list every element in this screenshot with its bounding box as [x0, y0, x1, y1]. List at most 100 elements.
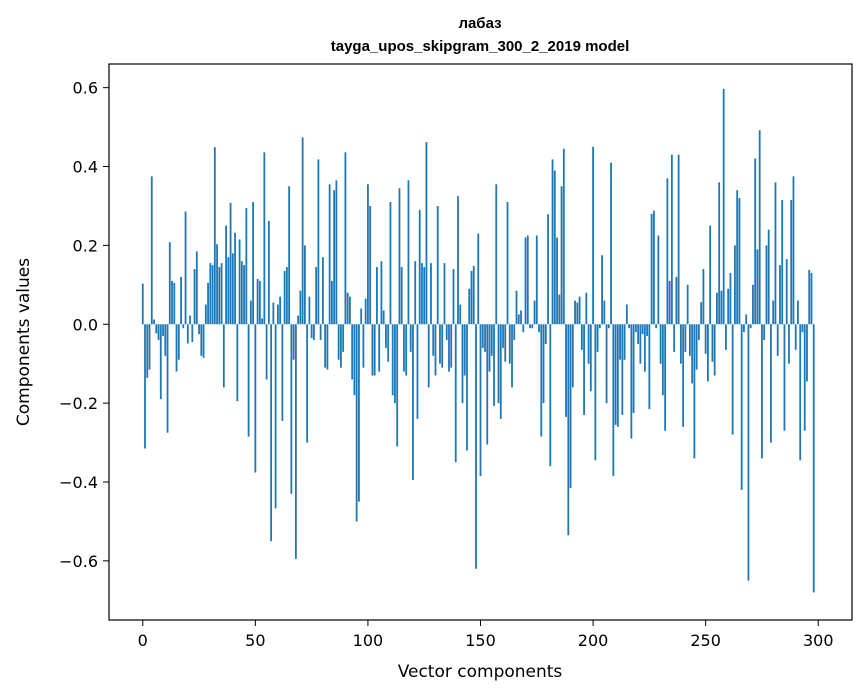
bar [209, 263, 212, 325]
bar [567, 324, 570, 536]
bar [531, 324, 534, 329]
bar [346, 292, 349, 325]
bar [529, 324, 531, 329]
bar [497, 324, 500, 404]
bar [707, 324, 709, 382]
bar [439, 324, 441, 364]
bar [592, 146, 594, 325]
bar [407, 180, 410, 325]
bar [364, 298, 367, 325]
bar [218, 267, 221, 325]
bar [774, 182, 777, 325]
bar [643, 324, 646, 372]
bar [810, 272, 813, 325]
bar [297, 315, 300, 325]
bar [756, 249, 759, 325]
bar [321, 257, 324, 325]
bar [688, 324, 691, 356]
bar [538, 324, 540, 333]
y-tick-label: −0.2 [59, 394, 98, 413]
bar [153, 319, 155, 325]
bar [549, 324, 552, 467]
bar [430, 263, 432, 325]
bar [675, 276, 678, 325]
bar [551, 159, 554, 325]
bar [607, 324, 610, 329]
bar [578, 296, 581, 325]
bar [380, 261, 383, 325]
bar [799, 324, 802, 461]
bar [526, 235, 529, 325]
bar [801, 324, 804, 333]
bar [389, 202, 392, 325]
bar [351, 324, 354, 380]
bar [371, 324, 374, 376]
bar [225, 225, 227, 325]
chart-title-line1: лабаз [458, 15, 501, 32]
bar [164, 324, 167, 356]
bar [634, 324, 637, 333]
bar [641, 324, 644, 335]
bar [385, 324, 387, 348]
bar [367, 184, 369, 325]
bar [718, 182, 721, 325]
bar [168, 242, 171, 325]
bar [387, 324, 390, 362]
bar [155, 324, 158, 334]
bar [306, 324, 309, 443]
bar [704, 324, 707, 354]
bar [195, 251, 198, 325]
bar [783, 324, 786, 431]
bar [202, 324, 205, 358]
bar [475, 324, 477, 569]
bar [362, 324, 365, 368]
bar [630, 324, 633, 439]
bar [727, 288, 730, 325]
bar [668, 280, 671, 325]
bar [243, 265, 245, 325]
bar [301, 137, 304, 325]
bar [504, 324, 507, 362]
bar [234, 232, 236, 325]
bar [270, 324, 273, 542]
bar [637, 324, 640, 344]
bar [443, 263, 446, 325]
bar [331, 280, 333, 325]
bar [612, 324, 615, 477]
bar [486, 324, 489, 445]
bar [292, 324, 295, 360]
bar [506, 202, 509, 325]
chart-title-line2: tayga_upos_skipgram_300_2_2019 model [331, 38, 630, 55]
bar [661, 324, 664, 396]
x-tick-label: 250 [690, 631, 721, 650]
bar [517, 314, 520, 325]
bar [734, 245, 736, 325]
y-tick-label: 0.0 [73, 315, 98, 334]
bar [310, 324, 313, 339]
bar [790, 200, 793, 325]
bar [652, 210, 655, 325]
bar [560, 186, 563, 325]
bar [767, 229, 770, 325]
bar [466, 324, 468, 451]
bar [157, 324, 160, 341]
bar [619, 324, 621, 360]
bar [425, 142, 428, 325]
bar [479, 324, 482, 477]
bar [463, 324, 466, 376]
bar [229, 202, 232, 325]
x-axis-ticks: 0 50 100 150 200 250 300 [138, 620, 834, 650]
bar [594, 324, 597, 461]
bar [326, 324, 329, 370]
bar [740, 324, 743, 490]
bar [353, 324, 356, 396]
bar [752, 284, 754, 325]
x-tick-label: 100 [353, 631, 384, 650]
bar [650, 213, 653, 325]
bar [722, 88, 725, 325]
bar [729, 272, 732, 325]
bar [317, 159, 320, 325]
y-tick-label: −0.4 [59, 473, 98, 492]
bar [587, 324, 590, 364]
bar [803, 324, 806, 431]
